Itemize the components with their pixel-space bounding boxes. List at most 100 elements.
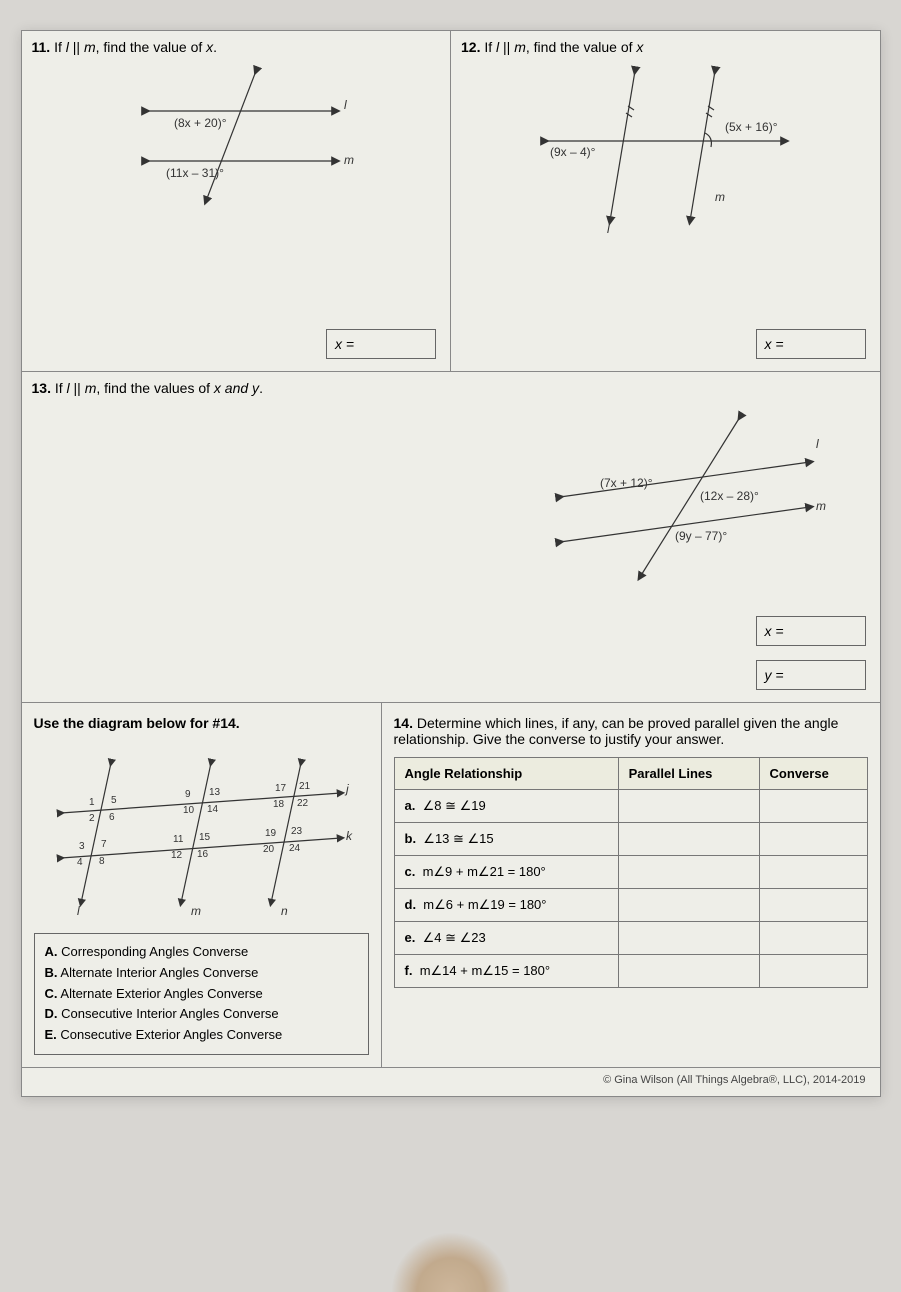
q11-number: 11. [32, 39, 51, 55]
row-q13: 13. If l || m, find the values of x and … [22, 372, 880, 703]
cell-converse[interactable] [759, 790, 867, 823]
svg-text:l: l [816, 437, 819, 451]
q12-figure: (9x – 4)° (5x + 16)° l m [461, 61, 870, 241]
q12-answer-box[interactable]: x = [756, 329, 866, 359]
table-row: c. m∠9 + m∠21 = 180° [394, 856, 867, 889]
worksheet-page: 11. If l || m, find the value of x. l m [21, 30, 881, 1097]
cell-converse[interactable] [759, 889, 867, 922]
q14-table: Angle Relationship Parallel Lines Conver… [394, 757, 868, 988]
svg-text:(12x – 28)°: (12x – 28)° [700, 489, 759, 503]
svg-text:m: m [191, 904, 201, 918]
svg-text:(9x – 4)°: (9x – 4)° [550, 145, 596, 159]
svg-text:l: l [344, 98, 347, 112]
cell-relationship: c. m∠9 + m∠21 = 180° [394, 856, 618, 889]
svg-text:(8x + 20)°: (8x + 20)° [174, 116, 227, 130]
svg-text:n: n [281, 904, 288, 918]
q14-left-panel: Use the diagram below for #14. [22, 703, 382, 1067]
svg-text:m: m [344, 153, 354, 167]
question-11: 11. If l || m, find the value of x. l m [22, 31, 451, 371]
svg-text:(11x – 31)°: (11x – 31)° [166, 166, 224, 180]
q14-diagram: j k l m n 1 5 2 6 9 13 10 14 [34, 743, 369, 923]
cell-converse[interactable] [759, 856, 867, 889]
svg-text:j: j [344, 782, 349, 796]
col-converse: Converse [759, 758, 867, 790]
cell-converse[interactable] [759, 922, 867, 955]
svg-text:14: 14 [207, 804, 219, 815]
option-C: C. Alternate Exterior Angles Converse [45, 984, 358, 1005]
q14-prompt: 14. Determine which lines, if any, can b… [394, 715, 868, 747]
svg-text:10: 10 [183, 805, 195, 816]
q13-answer-y-box[interactable]: y = [756, 660, 866, 690]
col-angle-relationship: Angle Relationship [394, 758, 618, 790]
svg-text:8: 8 [99, 856, 105, 867]
q13-answer-x-box[interactable]: x = [756, 616, 866, 646]
q14-use-header: Use the diagram below for #14. [34, 715, 369, 731]
question-12: 12. If l || m, find the value of x [450, 31, 880, 371]
cell-parallel[interactable] [618, 790, 759, 823]
cell-parallel[interactable] [618, 889, 759, 922]
svg-text:11: 11 [173, 834, 184, 845]
svg-text:22: 22 [297, 798, 309, 809]
svg-text:(5x + 16)°: (5x + 16)° [725, 120, 778, 134]
option-B: B. Alternate Interior Angles Converse [45, 963, 358, 984]
cell-parallel[interactable] [618, 856, 759, 889]
cell-relationship: d. m∠6 + m∠19 = 180° [394, 889, 618, 922]
svg-text:24: 24 [289, 843, 301, 854]
q14-options-key: A. Corresponding Angles Converse B. Alte… [34, 933, 369, 1055]
cell-converse[interactable] [759, 955, 867, 988]
row-q14: Use the diagram below for #14. [22, 703, 880, 1068]
cell-relationship: a. ∠8 ≅ ∠19 [394, 790, 618, 823]
q11-answer-box[interactable]: x = [326, 329, 436, 359]
table-row: e. ∠4 ≅ ∠23 [394, 922, 867, 955]
q13-number: 13. [32, 380, 51, 396]
copyright-text: © Gina Wilson (All Things Algebra®, LLC)… [22, 1068, 880, 1096]
svg-text:1: 1 [89, 797, 95, 808]
cell-parallel[interactable] [618, 955, 759, 988]
svg-text:6: 6 [109, 812, 115, 823]
q14-right-panel: 14. Determine which lines, if any, can b… [382, 703, 880, 1067]
cell-parallel[interactable] [618, 823, 759, 856]
table-row: f. m∠14 + m∠15 = 180° [394, 955, 867, 988]
table-row: a. ∠8 ≅ ∠19 [394, 790, 867, 823]
svg-text:18: 18 [273, 799, 285, 810]
q13-figure: l m (7x + 12)° (12x – 28)° (9y – 77)° [32, 402, 870, 592]
svg-text:15: 15 [199, 832, 211, 843]
svg-text:2: 2 [89, 813, 95, 824]
q11-prompt: 11. If l || m, find the value of x. [32, 39, 441, 55]
q14-number: 14. [394, 715, 413, 731]
row-q11-q12: 11. If l || m, find the value of x. l m [22, 31, 880, 372]
option-A: A. Corresponding Angles Converse [45, 942, 358, 963]
q13-answer-y-label: y = [765, 667, 784, 683]
svg-text:16: 16 [197, 849, 209, 860]
q12-number: 12. [461, 39, 480, 55]
svg-text:l: l [77, 904, 80, 918]
svg-text:13: 13 [209, 787, 221, 798]
svg-text:23: 23 [291, 826, 303, 837]
table-row: d. m∠6 + m∠19 = 180° [394, 889, 867, 922]
svg-text:4: 4 [77, 857, 83, 868]
svg-text:20: 20 [263, 844, 275, 855]
svg-text:3: 3 [79, 841, 85, 852]
q12-answer-label: x = [765, 336, 784, 352]
svg-text:k: k [346, 829, 353, 843]
svg-text:(7x + 12)°: (7x + 12)° [600, 476, 653, 490]
cell-relationship: b. ∠13 ≅ ∠15 [394, 823, 618, 856]
thumb-shadow [391, 1232, 511, 1292]
svg-text:m: m [715, 190, 725, 204]
q11-figure: l m (8x + 20)° (11x – 31)° [32, 61, 441, 231]
option-E: E. Consecutive Exterior Angles Converse [45, 1025, 358, 1046]
option-D: D. Consecutive Interior Angles Converse [45, 1004, 358, 1025]
svg-text:5: 5 [111, 795, 117, 806]
cell-parallel[interactable] [618, 922, 759, 955]
q13-prompt: 13. If l || m, find the values of x and … [32, 380, 870, 396]
col-parallel-lines: Parallel Lines [618, 758, 759, 790]
cell-relationship: e. ∠4 ≅ ∠23 [394, 922, 618, 955]
svg-text:19: 19 [265, 828, 277, 839]
table-row: b. ∠13 ≅ ∠15 [394, 823, 867, 856]
q11-answer-label: x = [335, 336, 354, 352]
svg-text:9: 9 [185, 789, 191, 800]
cell-relationship: f. m∠14 + m∠15 = 180° [394, 955, 618, 988]
q12-prompt: 12. If l || m, find the value of x [461, 39, 870, 55]
cell-converse[interactable] [759, 823, 867, 856]
svg-text:21: 21 [299, 781, 311, 792]
